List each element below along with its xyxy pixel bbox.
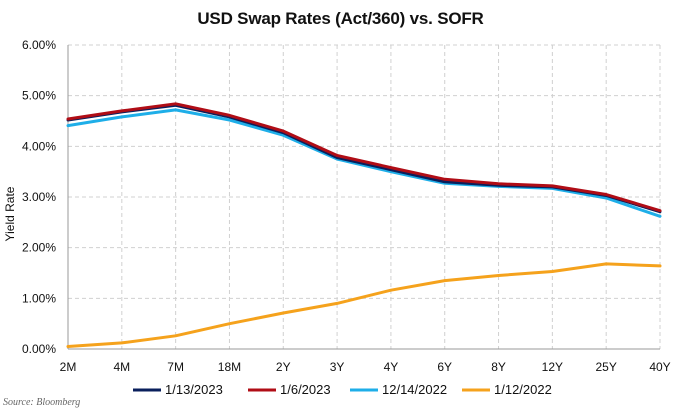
series-line-1-13-2023 — [66, 103, 662, 214]
x-tick-label: 2Y — [276, 360, 291, 374]
x-tick-label: 4M — [113, 360, 130, 374]
x-tick-label: 18M — [218, 360, 241, 374]
y-tick-label: 6.00% — [22, 38, 56, 52]
legend-item: 12/14/2022 — [350, 382, 447, 397]
x-tick-label: 25Y — [596, 360, 617, 374]
series-line-1-12-2022 — [66, 262, 662, 348]
x-tick-label: 40Y — [649, 360, 670, 374]
x-tick-label: 4Y — [384, 360, 399, 374]
x-tick-label: 8Y — [491, 360, 506, 374]
x-tick-label: 7M — [167, 360, 184, 374]
series-line-12-14-2022 — [66, 108, 662, 218]
y-tick-label: 2.00% — [22, 241, 56, 255]
x-tick-label: 3Y — [330, 360, 345, 374]
y-tick-label: 1.00% — [22, 291, 56, 305]
legend-label: 1/13/2023 — [165, 382, 223, 397]
legend: 1/13/2023 1/6/2023 12/14/2022 1/12/2022 — [133, 382, 552, 397]
x-tick-label: 6Y — [437, 360, 452, 374]
tick-labels: 0.00% 1.00% 2.00% 3.00% 4.00% 5.00% 6.00% 2M 4M 7… — [22, 38, 671, 374]
legend-item: 1/13/2023 — [133, 382, 223, 397]
x-tick-label: 2M — [60, 360, 77, 374]
chart-title: USD Swap Rates (Act/360) vs. SOFR — [197, 9, 484, 28]
source-note: Source: Bloomberg — [3, 397, 81, 408]
series-lines — [66, 102, 662, 348]
y-tick-label: 0.00% — [22, 342, 56, 356]
legend-label: 1/12/2022 — [494, 382, 552, 397]
legend-item: 1/6/2023 — [248, 382, 331, 397]
legend-item: 1/12/2022 — [462, 382, 552, 397]
gridlines — [68, 44, 661, 349]
legend-label: 1/6/2023 — [280, 382, 331, 397]
y-tick-label: 3.00% — [22, 190, 56, 204]
x-tick-label: 12Y — [542, 360, 563, 374]
y-axis-title: Yield Rate — [3, 186, 17, 241]
series-line-1-6-2023 — [66, 102, 662, 213]
legend-label: 12/14/2022 — [382, 382, 447, 397]
axes — [67, 45, 660, 350]
y-tick-label: 4.00% — [22, 139, 56, 153]
y-tick-label: 5.00% — [22, 89, 56, 103]
